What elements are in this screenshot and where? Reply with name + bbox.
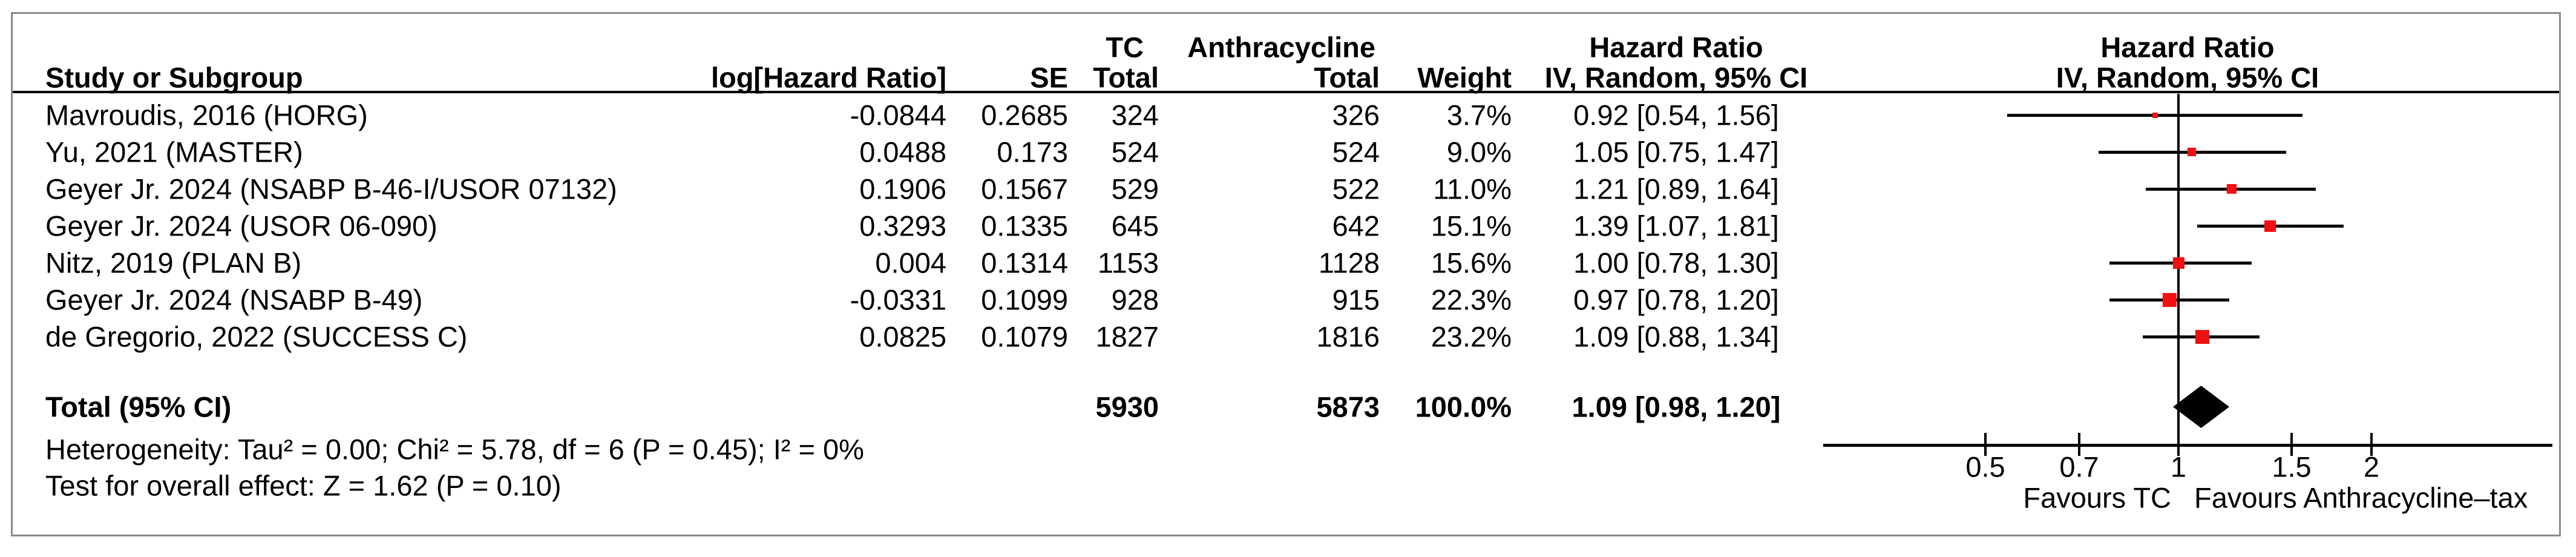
axis-tick [2177, 433, 2180, 456]
overall-effect-text: Test for overall effect: Z = 1.62 (P = 0… [45, 469, 562, 502]
study-anthra-total: 1816 [1316, 320, 1380, 353]
study-name: Geyer Jr. 2024 (USOR 06-090) [45, 209, 438, 242]
hr-point-marker [2195, 330, 2209, 344]
axis-tick-label: 1 [2170, 450, 2187, 483]
header-underline [13, 91, 2561, 93]
study-ci-text: 1.05 [0.75, 1.47] [1573, 136, 1779, 168]
hr-point-marker [2188, 148, 2196, 156]
study-ci-text: 1.00 [0.78, 1.30] [1573, 246, 1779, 279]
study-log-hr: -0.0331 [850, 283, 946, 316]
study-weight: 15.1% [1431, 209, 1512, 242]
study-log-hr: 0.0825 [859, 320, 946, 353]
study-name: Mavroudis, 2016 (HORG) [45, 99, 368, 131]
axis-tick [2290, 433, 2293, 456]
study-se: 0.1099 [981, 283, 1068, 316]
study-se: 0.1079 [981, 320, 1068, 353]
study-tc-total: 1153 [1097, 246, 1159, 279]
col-header-anthra-total: Total [1314, 61, 1380, 94]
axis-tick [2078, 433, 2080, 456]
favours-left-label: Favours TC [2023, 481, 2171, 514]
study-ci-text: 1.39 [1.07, 1.81] [1573, 209, 1779, 242]
axis-tick-label: 2 [2363, 450, 2380, 483]
axis-tick-label: 0.5 [1965, 450, 2005, 483]
hr-point-marker [2264, 220, 2276, 232]
study-tc-total: 524 [1111, 136, 1159, 168]
col-header-anthracycline-group: Anthracycline [1187, 31, 1375, 64]
study-name: Yu, 2021 (MASTER) [45, 136, 303, 168]
study-name: Nitz, 2019 (PLAN B) [45, 246, 302, 279]
study-tc-total: 928 [1111, 283, 1159, 316]
col-header-hazard-ratio-text: Hazard Ratio [1589, 31, 1763, 64]
plot-null-line [2177, 94, 2180, 445]
study-anthra-total: 915 [1332, 283, 1380, 316]
study-anthra-total: 326 [1332, 99, 1380, 131]
col-header-se: SE [1030, 61, 1068, 94]
axis-tick [2370, 433, 2373, 456]
col-header-tc-group: TC [1106, 31, 1144, 64]
total-weight: 100.0% [1415, 391, 1512, 423]
hr-point-marker [2163, 293, 2177, 307]
col-header-tc-total: Total [1093, 61, 1159, 94]
axis-tick-label: 1.5 [2272, 450, 2312, 483]
col-header-ci-text: IV, Random, 95% CI [1544, 61, 1808, 94]
study-ci-text: 1.21 [0.89, 1.64] [1573, 173, 1779, 205]
col-header-study: Study or Subgroup [45, 61, 303, 94]
study-log-hr: 0.3293 [859, 209, 946, 242]
study-ci-text: 0.92 [0.54, 1.56] [1573, 99, 1779, 131]
col-header-ci-plot: IV, Random, 95% CI [2056, 61, 2319, 94]
study-weight: 9.0% [1446, 136, 1512, 168]
total-tc-total: 5930 [1095, 391, 1159, 423]
study-anthra-total: 1128 [1318, 246, 1380, 279]
hr-point-marker [2152, 113, 2158, 118]
study-se: 0.1567 [981, 173, 1068, 205]
study-weight: 11.0% [1433, 173, 1512, 205]
heterogeneity-text: Heterogeneity: Tau² = 0.00; Chi² = 5.78,… [45, 433, 864, 466]
study-log-hr: 0.1906 [859, 173, 946, 205]
study-weight: 3.7% [1446, 99, 1512, 131]
study-name: Geyer Jr. 2024 (NSABP B-49) [45, 283, 423, 316]
study-ci-text: 0.97 [0.78, 1.20] [1573, 283, 1779, 316]
study-se: 0.1335 [981, 209, 1068, 242]
study-tc-total: 529 [1111, 173, 1159, 205]
hr-point-marker [2227, 184, 2237, 194]
study-log-hr: -0.0844 [850, 99, 946, 131]
col-header-weight: Weight [1417, 61, 1512, 94]
axis-tick [1984, 433, 1987, 456]
total-label: Total (95% CI) [45, 391, 232, 423]
total-ci-text: 1.09 [0.98, 1.20] [1571, 391, 1781, 423]
study-name: Geyer Jr. 2024 (NSABP B-46-I/USOR 07132) [45, 173, 617, 205]
study-anthra-total: 522 [1332, 173, 1380, 205]
study-name: de Gregorio, 2022 (SUCCESS C) [45, 320, 468, 353]
total-diamond [2173, 386, 2229, 428]
study-log-hr: 0.004 [875, 246, 946, 279]
study-se: 0.1314 [981, 246, 1068, 279]
study-weight: 15.6% [1431, 246, 1512, 279]
total-anthra-total: 5873 [1316, 391, 1380, 423]
study-weight: 23.2% [1431, 320, 1512, 353]
study-anthra-total: 642 [1332, 209, 1380, 242]
plot-axis-line [1823, 444, 2552, 447]
hr-point-marker [2173, 257, 2184, 269]
favours-right-label: Favours Anthracycline–tax [2194, 481, 2528, 514]
study-se: 0.173 [997, 136, 1068, 168]
study-ci-text: 1.09 [0.88, 1.34] [1573, 320, 1779, 353]
study-tc-total: 1827 [1095, 320, 1159, 353]
study-tc-total: 324 [1111, 99, 1159, 131]
study-se: 0.2685 [981, 99, 1068, 131]
study-anthra-total: 524 [1332, 136, 1380, 168]
col-header-log-hr: log[Hazard Ratio] [710, 61, 946, 94]
study-weight: 22.3% [1431, 283, 1512, 316]
col-header-hazard-ratio-plot: Hazard Ratio [2100, 31, 2275, 64]
study-log-hr: 0.0488 [859, 136, 946, 168]
study-tc-total: 645 [1111, 209, 1159, 242]
axis-tick-label: 0.7 [2059, 450, 2099, 483]
